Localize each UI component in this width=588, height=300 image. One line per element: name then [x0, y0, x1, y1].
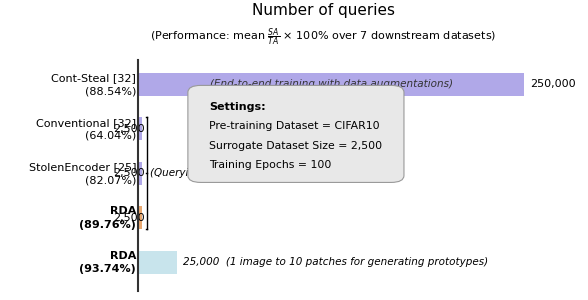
Text: Pre-training Dataset = CIFAR10: Pre-training Dataset = CIFAR10: [209, 121, 380, 131]
Text: RDA: RDA: [109, 251, 136, 261]
Text: StolenEncoder [25]: StolenEncoder [25]: [29, 162, 136, 172]
Text: 25,000  (1 image to 10 patches for generating prototypes): 25,000 (1 image to 10 patches for genera…: [183, 257, 488, 267]
Text: (64.04%): (64.04%): [85, 131, 136, 141]
Bar: [138, 117, 142, 140]
Bar: [138, 73, 524, 96]
Text: Number of queries: Number of queries: [252, 3, 395, 18]
Text: Training Epochs = 100: Training Epochs = 100: [209, 160, 332, 170]
Text: Conventional [32]: Conventional [32]: [36, 118, 136, 128]
Text: Settings:: Settings:: [209, 102, 266, 112]
Text: (93.74%): (93.74%): [79, 264, 136, 274]
Text: RDA: RDA: [109, 206, 136, 217]
Text: 2,500: 2,500: [113, 124, 145, 134]
Text: 250,000: 250,000: [530, 80, 576, 89]
Text: Cont-Steal [32]: Cont-Steal [32]: [51, 73, 136, 83]
Bar: [138, 162, 142, 185]
Bar: [138, 206, 142, 229]
Text: (End-to-end training with data augmentations): (End-to-end training with data augmentat…: [209, 80, 453, 89]
Text: Surrogate Dataset Size = 2,500: Surrogate Dataset Size = 2,500: [209, 141, 383, 151]
FancyBboxPatch shape: [188, 85, 404, 182]
Text: (89.76%): (89.76%): [79, 220, 136, 230]
Bar: [138, 250, 177, 274]
Text: (Performance: mean $\frac{SA}{TA}$ $\times$ 100% over 7 downstream datasets): (Performance: mean $\frac{SA}{TA}$ $\tim…: [151, 27, 496, 49]
Text: 2,500: 2,500: [113, 213, 145, 223]
Text: (88.54%): (88.54%): [85, 86, 136, 97]
Text: (82.07%): (82.07%): [85, 176, 136, 185]
Text: (Querying with original images only): (Querying with original images only): [150, 168, 339, 178]
Text: 2,500: 2,500: [113, 168, 145, 178]
